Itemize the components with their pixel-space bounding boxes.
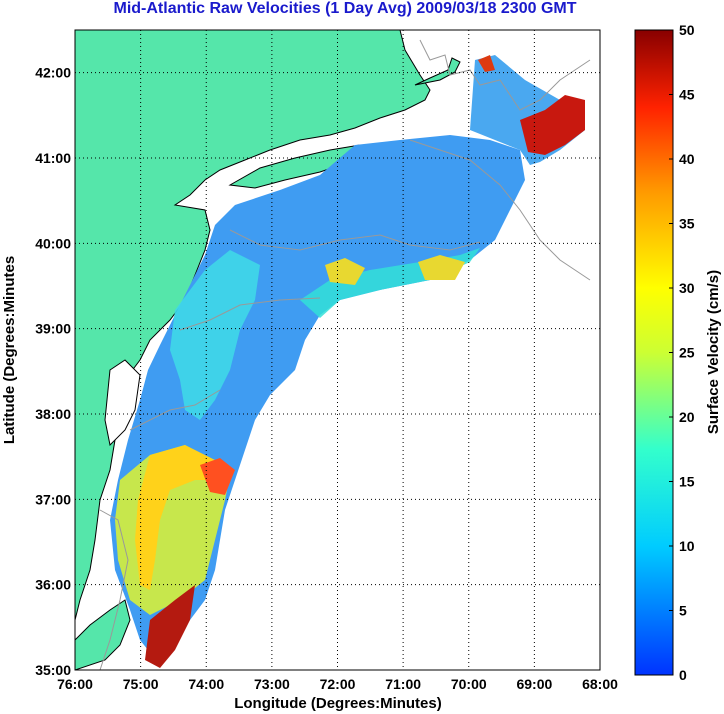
field-hotspot-north [478, 55, 495, 72]
y-tick-label: 39:00 [35, 321, 71, 337]
x-tick-label: 73:00 [254, 676, 290, 692]
colorbar-tick-label: 50 [679, 22, 695, 38]
colorbar-tick-label: 5 [679, 603, 687, 619]
land-outer-banks [75, 599, 131, 670]
field-yellow-patch-2 [418, 255, 465, 280]
y-tick-label: 38:00 [35, 406, 71, 422]
colorbar [634, 29, 674, 676]
land-delmarva [104, 359, 141, 447]
colorbar-tick-label: 45 [679, 87, 695, 103]
field-hotspot-south [145, 585, 195, 668]
colorbar-tick-labels: 0 5 10 15 20 25 30 35 40 45 50 [669, 22, 695, 683]
x-tick-label: 68:00 [582, 676, 618, 692]
colorbar-tick-label: 15 [679, 474, 695, 490]
x-tick-labels: 76:00 75:00 74:00 73:00 72:00 71:00 70:00 69:00… [57, 676, 618, 692]
colorbar-tick-label: 30 [679, 280, 695, 296]
field-yellow-patch-1 [325, 258, 365, 285]
y-axis-label: Latitude (Degrees:Minutes [1, 256, 18, 444]
field-cyan-band [170, 250, 260, 420]
x-tick-label: 71:00 [385, 676, 421, 692]
x-axis-label: Longitude (Degrees:Minutes) [234, 695, 442, 712]
colorbar-tick-label: 40 [679, 151, 695, 167]
x-tick-label: 70:00 [451, 676, 487, 692]
y-tick-labels: 35:00 36:00 37:00 38:00 39:00 40:00 41:00 42:00 [35, 65, 71, 678]
velocity-field [110, 55, 585, 668]
chart-title: Mid-Atlantic Raw Velocities (1 Day Avg) … [113, 0, 577, 17]
colorbar-tick-label: 25 [679, 345, 695, 361]
grid-lines [75, 30, 600, 670]
field-hotspot-ne [520, 95, 585, 155]
x-tick-label: 72:00 [320, 676, 356, 692]
plot-frame [74, 29, 601, 671]
colorbar-tick-label: 0 [679, 667, 687, 683]
x-tick-label: 75:00 [123, 676, 159, 692]
bathymetry-contours [99, 39, 591, 670]
y-tick-label: 42:00 [35, 65, 71, 81]
colorbar-tick-label: 20 [679, 409, 695, 425]
land-mainland [75, 30, 431, 621]
y-tick-label: 41:00 [35, 150, 71, 166]
field-red-patch-mid [200, 458, 235, 495]
colorbar-tick-label: 10 [679, 538, 695, 554]
x-tick-label: 74:00 [188, 676, 224, 692]
y-tick-label: 40:00 [35, 235, 71, 251]
y-tick-label: 36:00 [35, 577, 71, 593]
colorbar-label: Surface Velocity (cm/s) [705, 270, 722, 434]
y-tick-label: 35:00 [35, 662, 71, 678]
land-cape-cod [414, 57, 461, 86]
y-tick-label: 37:00 [35, 491, 71, 507]
colorbar-tick-label: 35 [679, 216, 695, 232]
x-tick-label: 69:00 [516, 676, 552, 692]
x-tick-label: 76:00 [57, 676, 93, 692]
field-yellow-core [135, 445, 220, 590]
